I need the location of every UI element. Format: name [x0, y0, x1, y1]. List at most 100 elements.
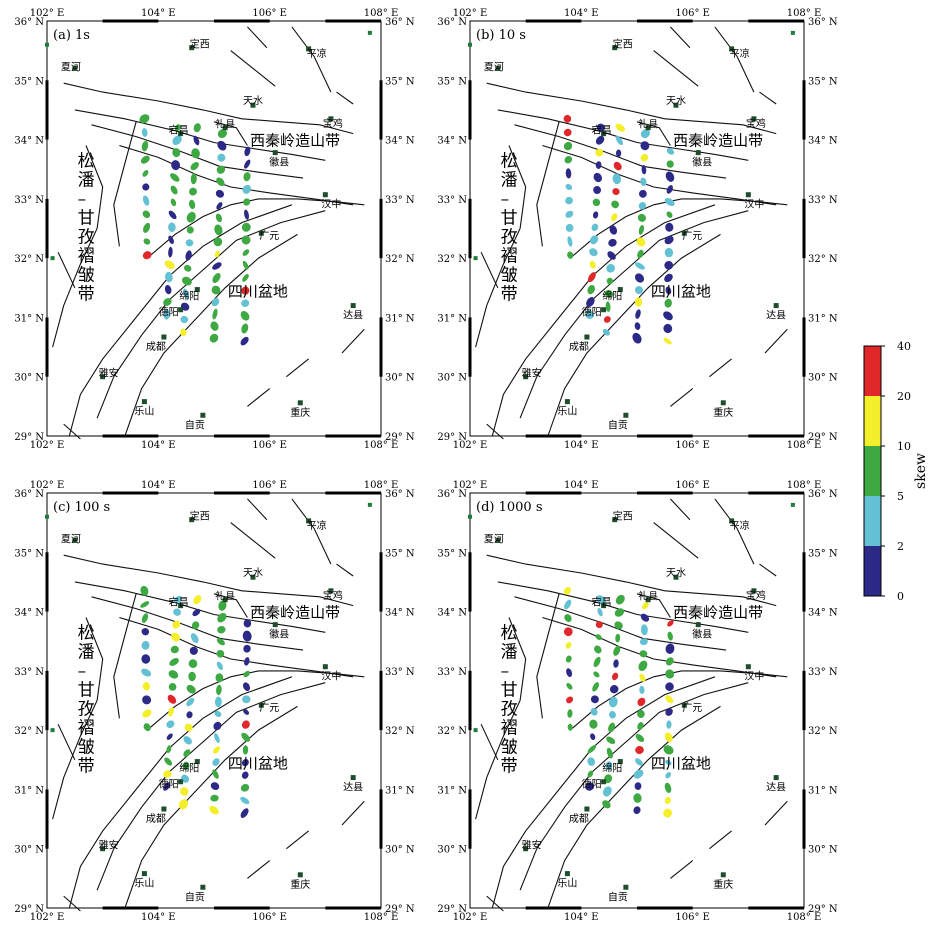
colorbar-title: skew [913, 453, 929, 489]
city-label: 成都 [569, 341, 589, 353]
skew-ellipse [635, 734, 645, 742]
region-label-qinling: 西秦岭造山带 [250, 132, 340, 150]
region-label-basin: 四川盆地 [228, 755, 288, 773]
fault-line [547, 233, 721, 437]
lon-tick-label: 106° E [675, 480, 710, 491]
border-bar [802, 198, 806, 259]
skew-ellipse [243, 709, 250, 715]
skew-ellipse [139, 114, 150, 124]
skew-ellipse [212, 308, 218, 320]
fault-line [246, 498, 268, 521]
lat-tick-label: 34° N [437, 136, 467, 147]
lat-tick-label: 33° N [437, 667, 467, 678]
city-label: 广元 [259, 230, 279, 242]
skew-ellipse [606, 747, 613, 759]
colorbar-bin [864, 446, 881, 496]
skew-ellipse [191, 148, 200, 159]
lon-tick-label: 106° E [675, 8, 710, 19]
city-label: 重庆 [290, 878, 310, 891]
skew-ellipse [183, 736, 192, 745]
skew-ellipses [563, 586, 675, 818]
songpan-char: 褶 [501, 246, 518, 266]
city-label: 自贡 [185, 890, 205, 903]
lat-tick-label: 31° N [14, 313, 44, 324]
skew-ellipse [613, 161, 622, 171]
skew-ellipse [214, 250, 220, 258]
city-marker [681, 702, 687, 708]
skew-ellipse [664, 782, 672, 793]
skew-ellipse [244, 146, 251, 157]
skew-ellipse [163, 770, 172, 778]
skew-ellipse [170, 198, 177, 207]
lat-tick-label: 32° N [808, 254, 838, 265]
border-bar [102, 491, 159, 495]
city-marker [258, 702, 264, 708]
lat-tick-label: 29° N [437, 904, 467, 915]
fault-line [764, 328, 788, 354]
city-label: 重庆 [290, 406, 310, 419]
lat-tick-label: 33° N [14, 195, 44, 206]
skew-ellipse [241, 299, 250, 307]
site-marker [468, 514, 472, 519]
skew-ellipse [172, 148, 181, 158]
fault-line [514, 124, 727, 179]
songpan-char: 松 [501, 151, 518, 171]
skew-ellipse [169, 658, 179, 666]
lon-tick-label: 108° E [364, 8, 399, 19]
map-border-bars [45, 491, 383, 910]
lat-tick-label: 30° N [808, 373, 838, 384]
fault-line [336, 563, 354, 577]
border-bar [637, 434, 693, 438]
border-bar [379, 317, 383, 377]
lat-tick-label: 32° N [385, 254, 415, 265]
songpan-char: 甘 [501, 680, 518, 700]
border-bar [468, 552, 472, 612]
map-border-bars [468, 491, 806, 910]
lon-tick-label: 106° E [252, 440, 287, 451]
lat-tick-label: 34° N [14, 608, 44, 619]
city-label: 宕昌 [169, 596, 189, 609]
songpan-char: 孜 [78, 699, 95, 719]
lat-tick-label: 32° N [14, 726, 44, 737]
border-bar [325, 906, 381, 910]
skew-ellipse [567, 236, 573, 247]
skew-ellipse [665, 643, 675, 654]
border-bar [748, 434, 804, 438]
city-label: 绵阳 [602, 762, 622, 775]
city-label: 广元 [259, 702, 279, 714]
city-label: 汉中 [744, 670, 764, 683]
axis-ticks: 102° E 102° E 104° E 104° E 106° E 106° E 108°… [14, 480, 415, 923]
skew-ellipse [615, 633, 621, 643]
skew-ellipse [613, 645, 621, 656]
skew-ellipse [641, 165, 647, 175]
skew-ellipse [214, 710, 222, 717]
skew-ellipse [211, 297, 220, 307]
skew-ellipse [193, 123, 201, 133]
city-marker [322, 192, 328, 198]
skew-ellipse [605, 761, 613, 771]
fault-line [124, 705, 298, 909]
lon-tick-label: 108° E [787, 912, 822, 923]
skew-ellipse [638, 660, 648, 672]
lat-tick-label: 30° N [385, 845, 415, 856]
city-label: 雅安 [522, 367, 542, 380]
fault-line [542, 616, 777, 678]
fault-line [113, 121, 137, 247]
skew-ellipse [217, 153, 226, 162]
skew-ellipse [171, 160, 181, 171]
skew-ellipse [585, 782, 595, 791]
fault-line [542, 144, 777, 206]
skew-ellipse [213, 746, 220, 754]
colorbar-tick-label: 20 [897, 390, 911, 403]
border-bar [468, 670, 472, 731]
city-label: 礼县 [215, 590, 235, 603]
skew-ellipse [141, 140, 149, 152]
skew-ellipse [608, 722, 616, 733]
skew-ellipse [142, 251, 152, 260]
skew-ellipse [241, 732, 251, 742]
lon-tick-label: 102° E [30, 912, 65, 923]
city-marker [189, 45, 195, 51]
skew-ellipse [634, 782, 642, 790]
